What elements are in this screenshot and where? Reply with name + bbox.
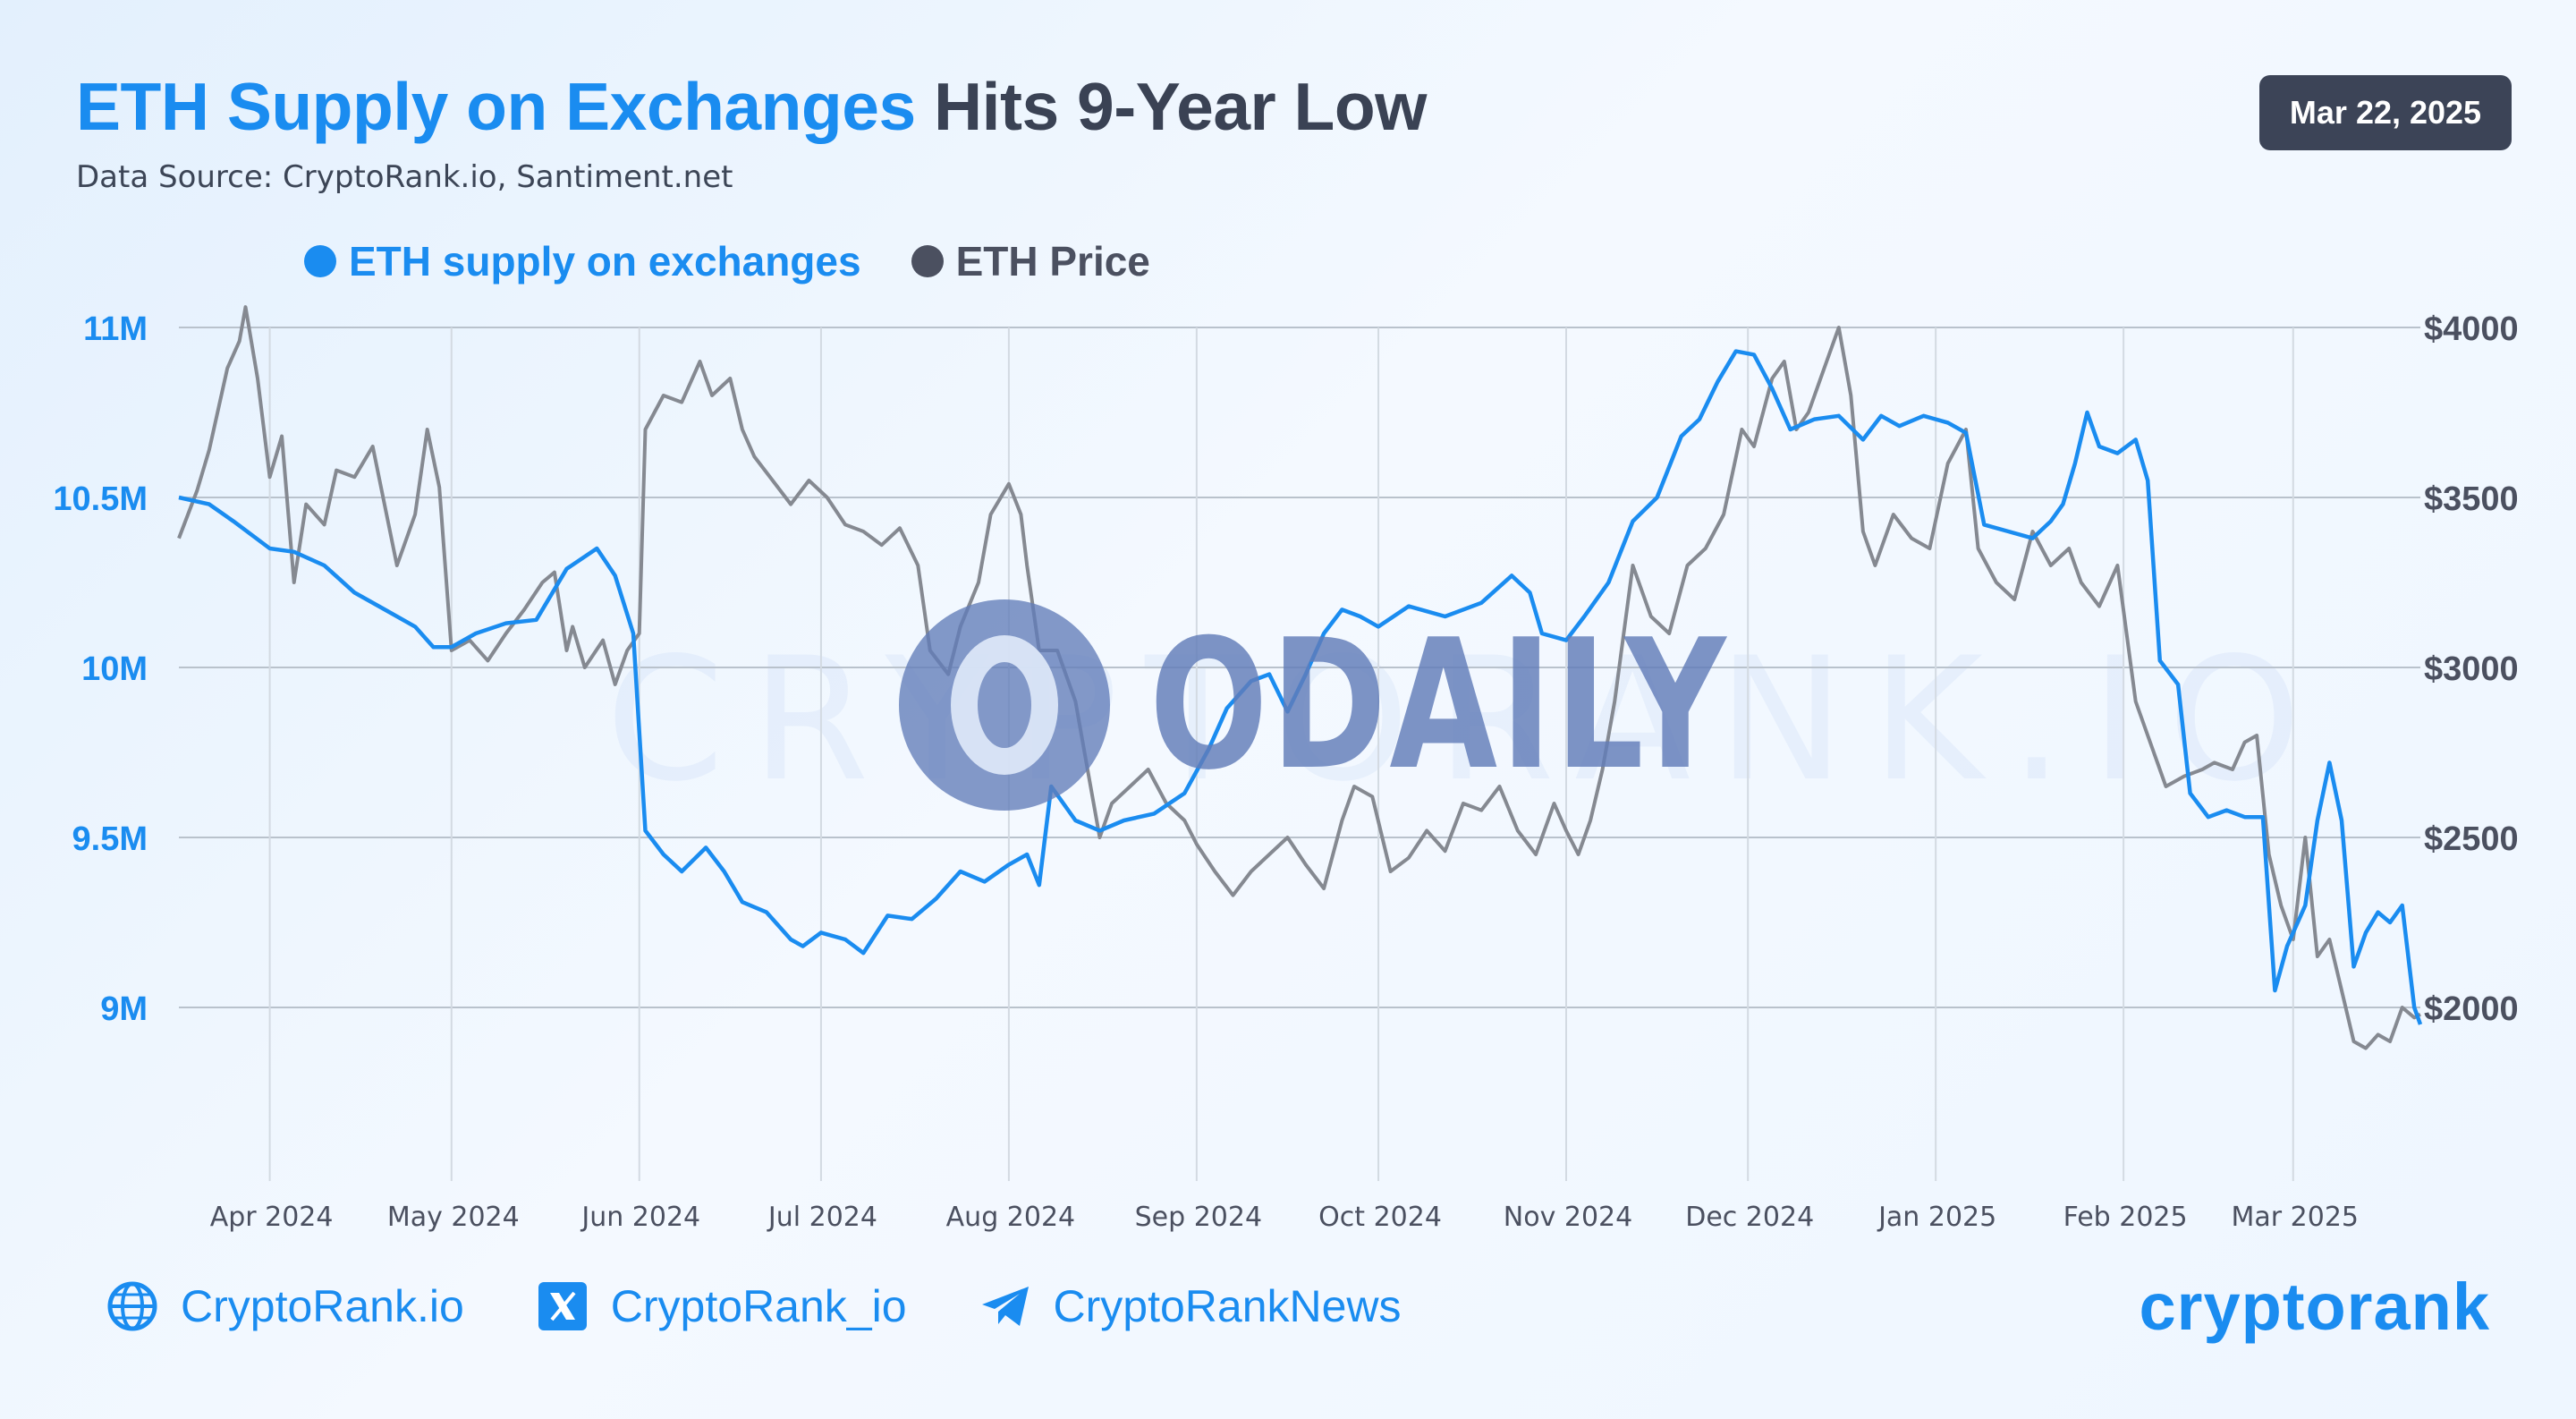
series-line-supply: [178, 349, 2423, 1025]
title-accent: ETH Supply on Exchanges: [76, 69, 916, 144]
x-tick-label: May 2024: [387, 1202, 520, 1233]
legend-dot-price: [911, 245, 944, 277]
x-tick-label: Mar 2025: [2232, 1202, 2360, 1233]
x-tick-label: Jan 2025: [1877, 1202, 1996, 1233]
legend-label-supply: ETH supply on exchanges: [349, 238, 861, 285]
x-tick-label: Oct 2024: [1318, 1202, 1442, 1233]
page-title: ETH Supply on Exchanges Hits 9-Year Low: [76, 66, 1428, 147]
globe-icon: [107, 1281, 157, 1331]
footer-telegram-label: CryptoRankNews: [1053, 1281, 1402, 1331]
legend-label-price: ETH Price: [955, 238, 1150, 285]
y-left-tick-label: 11M: [83, 310, 148, 348]
y-right-tick-label: $3500: [2424, 480, 2519, 518]
date-badge: Mar 22, 2025: [2259, 75, 2512, 150]
y-left-tick-label: 10.5M: [53, 480, 148, 518]
y-right-tick-label: $2500: [2424, 820, 2519, 858]
footer-twitter-label: CryptoRank_io: [610, 1281, 907, 1331]
y-right-tick-label: $3000: [2424, 650, 2519, 688]
x-tick-label: Aug 2024: [946, 1202, 1075, 1233]
x-tick-label: Jun 2024: [580, 1202, 700, 1233]
x-tick-label: Dec 2024: [1685, 1202, 1814, 1233]
x-icon: [538, 1282, 587, 1330]
footer-website-link[interactable]: CryptoRank.io: [106, 1279, 464, 1333]
cryptorank-logo: cryptorank: [2139, 1270, 2490, 1344]
data-source-subtitle: Data Source: CryptoRank.io, Santiment.ne…: [76, 159, 733, 195]
y-left-tick-label: 9.5M: [72, 820, 148, 858]
chart-legend: ETH supply on exchanges ETH Price: [304, 237, 1150, 285]
series-line-price: [177, 305, 2421, 1050]
legend-item-price: ETH Price: [911, 237, 1150, 285]
footer-twitter-link[interactable]: CryptoRank_io: [536, 1279, 907, 1333]
y-right-tick-label: $2000: [2424, 990, 2519, 1028]
x-tick-label: Sep 2024: [1135, 1202, 1262, 1233]
title-rest: Hits 9-Year Low: [934, 69, 1428, 144]
x-tick-label: Jul 2024: [767, 1202, 877, 1233]
footer-website-label: CryptoRank.io: [181, 1281, 464, 1331]
x-tick-label: Apr 2024: [210, 1202, 334, 1233]
legend-dot-supply: [304, 245, 336, 277]
y-left-tick-label: 9M: [100, 990, 148, 1028]
footer-links: CryptoRank.io CryptoRank_io CryptoRankNe…: [106, 1279, 1473, 1333]
legend-item-supply: ETH supply on exchanges: [304, 237, 861, 285]
y-right-tick-label: $4000: [2424, 310, 2519, 348]
telegram-icon: [981, 1287, 1029, 1326]
footer-telegram-link[interactable]: CryptoRankNews: [979, 1279, 1402, 1333]
x-tick-label: Feb 2025: [2063, 1202, 2188, 1233]
cryptorank-watermark-text: CRYPTORANK.IO: [606, 621, 2328, 819]
y-left-tick-label: 10M: [81, 650, 148, 688]
x-tick-label: Nov 2024: [1504, 1202, 1632, 1233]
